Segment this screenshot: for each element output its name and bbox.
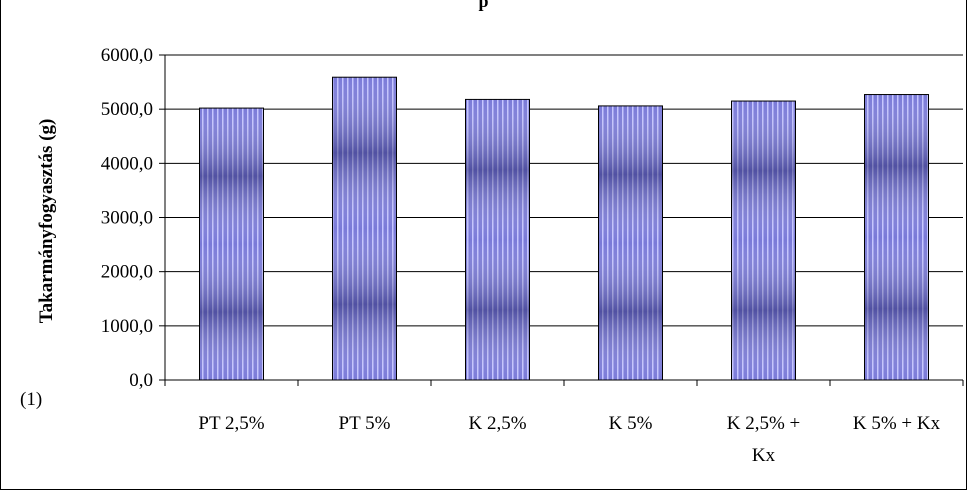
y-tick-label: 0,0 (129, 370, 153, 391)
x-tick-label: K 2,5% + Kx (727, 413, 801, 466)
bar (598, 105, 663, 381)
corner-label: (1) (20, 389, 42, 410)
y-tick-label: 4000,0 (101, 153, 153, 174)
x-tick-label: PT 5% (339, 413, 391, 434)
y-tick-label: 3000,0 (101, 208, 153, 229)
x-tick-label: K 2,5% (468, 413, 526, 434)
bar (465, 98, 530, 381)
bar (731, 100, 796, 381)
y-axis-label: Takarmányfogyasztás (g) (36, 119, 57, 324)
x-tick-label: K 5% + Kx (853, 413, 941, 434)
y-tick-label: 2000,0 (101, 262, 153, 283)
bar (199, 107, 264, 381)
y-tick-label: 6000,0 (101, 45, 153, 66)
y-tick-label: 5000,0 (101, 99, 153, 120)
x-tick-label: PT 2,5% (198, 413, 264, 434)
bar (332, 76, 397, 381)
x-tick-label: K 5% (609, 413, 653, 434)
chart-title-fragment: p (478, 0, 489, 11)
bar (864, 94, 929, 381)
y-tick-label: 1000,0 (101, 316, 153, 337)
